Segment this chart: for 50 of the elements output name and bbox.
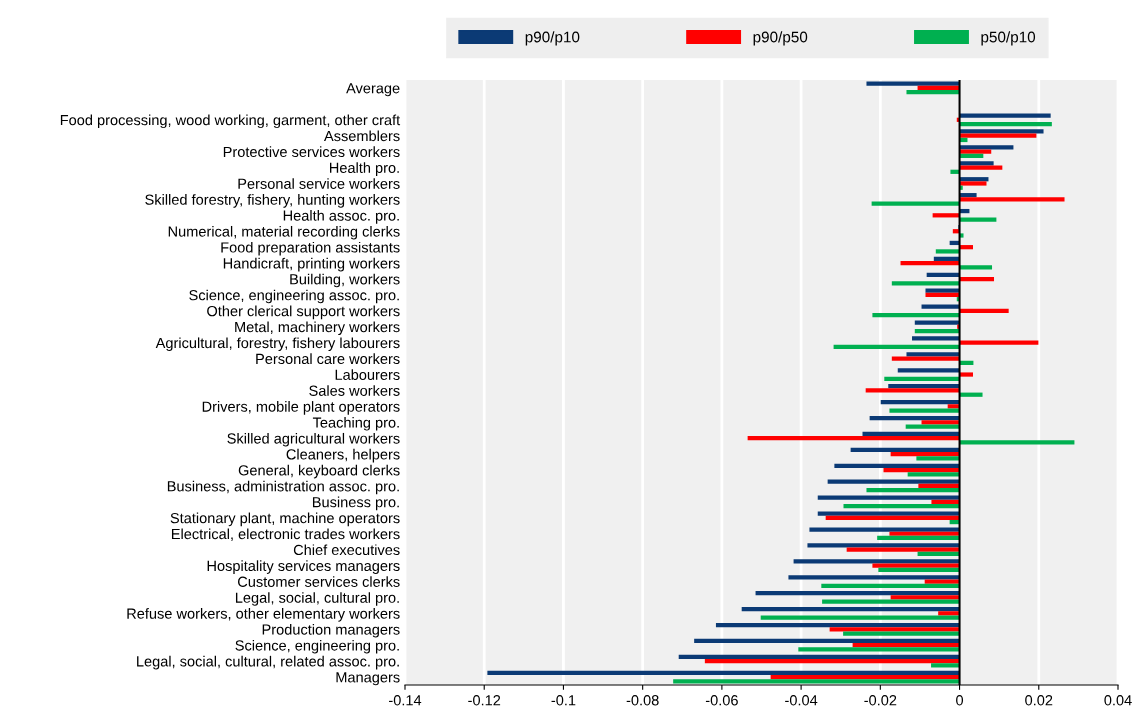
y-tick-label: Assemblers [323,130,400,142]
x-tick-label: -0.04 [785,695,818,706]
y-tick-label: Food preparation assistants [221,241,400,256]
x-tick-label: 0 [956,695,964,706]
y-tick-label: Managers [336,672,400,686]
y-tick-label: Average [346,83,400,97]
y-tick-label: Building, workers [290,273,400,288]
y-tick-label: Handicraft, printing workers [223,257,400,272]
y-tick-label: Business, administration assoc. pro. [167,480,399,495]
y-tick-label: Numerical, material recording clerks [168,225,400,240]
y-tick-label: Customer services clerks [238,576,400,587]
y-tick-label: Skilled forestry, fishery, hunting workers [145,194,400,208]
x-tick-label: -0.1 [551,695,576,706]
y-tick-label: Skilled agricultural workers [227,432,400,447]
y-tick-label: Science, engineering assoc. pro. [189,289,399,304]
y-tick-label: Sales workers [309,385,400,396]
y-tick-label: Personal care workers [256,353,400,365]
y-tick-label: Agricultural, forestry, fishery labourers [155,337,400,352]
y-tick-label: Cleaners, helpers [286,448,400,463]
y-tick-label: Drivers, mobile plant operators [202,401,400,415]
legend-label: p90/p10 [525,31,580,46]
y-tick-label: Metal, machinery workers [235,321,400,336]
x-tick-label: 0.04 [1104,695,1132,706]
y-tick-label: Legal, social, cultural pro. [235,592,399,606]
y-tick-label: Protective services workers [223,146,400,158]
y-tick-label: Legal, social, cultural, related assoc. pro. [137,655,399,670]
y-tick-label: Business pro. [312,496,399,511]
y-tick-label: Production managers [262,623,400,638]
y-tick-label: Chief executives [293,544,400,556]
y-tick-label: Electrical, electronic trades workers [171,528,400,541]
y-tick-label: Science, engineering pro. [235,639,399,654]
legend-label: p50/p10 [981,31,1036,46]
x-tick-label: -0.02 [864,695,897,706]
y-tick-label: Other clerical support workers [207,305,400,320]
x-tick-label: 0.02 [1025,695,1053,706]
y-tick-label: Stationary plant, machine operators [170,512,400,527]
x-tick-label: -0.14 [389,695,422,706]
y-tick-label: Refuse workers, other elementary workers [127,608,400,622]
x-tick-label: -0.12 [468,695,501,706]
y-tick-label: Personal service workers [238,178,400,189]
y-tick-label: Health pro. [330,162,399,176]
y-tick-label: General, keyboard clerks [238,464,400,479]
y-tick-label: Food processing, wood working, garment, other craft [60,114,401,129]
legend-label: p90/p50 [753,31,808,46]
y-tick-label: Hospitality services managers [207,560,400,574]
y-tick-label: Labourers [335,369,400,380]
x-tick-label: -0.08 [626,695,659,706]
x-tick-label: -0.06 [705,695,738,706]
y-tick-label: Health assoc. pro. [283,210,399,224]
y-tick-label: Teaching pro. [312,417,399,431]
